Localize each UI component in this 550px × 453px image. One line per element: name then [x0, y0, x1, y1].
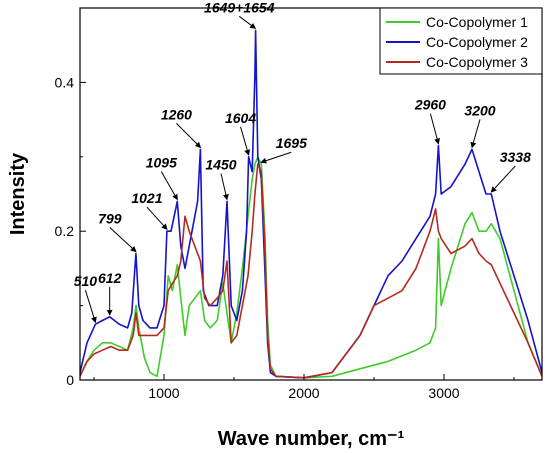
annotation-label: 2960 — [414, 97, 446, 113]
annotation-arrow — [109, 227, 137, 253]
x-axis: 1000 2000 3000 — [93, 374, 515, 401]
annotation-label: 3338 — [500, 149, 531, 165]
annotation-label: 1450 — [205, 156, 236, 172]
series-line-2 — [79, 29, 543, 379]
annotation-arrow — [220, 173, 229, 201]
annotation-label: 510 — [74, 273, 98, 289]
y-axis-title: Intensity — [7, 152, 29, 235]
annotation-label: 1021 — [131, 190, 162, 206]
annotation-label: 1604 — [225, 110, 256, 126]
series-line-3 — [79, 163, 543, 379]
annotation-arrow — [238, 15, 257, 29]
y-tick-label: 0.2 — [55, 223, 75, 239]
y-axis: 0 0.2 0.4 — [55, 74, 86, 388]
legend-label-2: Co-Copolymer 2 — [426, 34, 528, 50]
y-tick-label: 0 — [66, 372, 74, 388]
annotation-arrow — [146, 206, 168, 230]
y-tick-label: 0.4 — [55, 74, 75, 90]
annotation-label: 3200 — [464, 102, 495, 118]
annotation-label: 1260 — [161, 106, 192, 122]
annotation-label: 612 — [98, 270, 122, 286]
annotation-arrow — [490, 165, 516, 193]
annotation-arrow — [240, 126, 251, 156]
x-axis-title: Wave number, cm⁻¹ — [218, 428, 405, 450]
annotation-label: 1095 — [146, 154, 177, 170]
legend: Co-Copolymer 1 Co-Copolymer 2 Co-Copolymer… — [379, 7, 543, 75]
legend-label-1: Co-Copolymer 1 — [426, 14, 528, 30]
annotation-arrow — [84, 290, 97, 324]
annotation-arrow — [470, 119, 481, 149]
x-tick-label: 1000 — [148, 385, 179, 401]
series-layer — [79, 29, 543, 379]
annotation-label: 799 — [98, 211, 122, 227]
annotation-arrow — [260, 151, 292, 164]
annotation-label: 1695 — [276, 135, 307, 151]
annotation-arrow — [429, 113, 441, 145]
annotation-arrow — [176, 123, 202, 149]
series-line-1 — [79, 156, 543, 379]
annotation-arrow — [160, 171, 178, 201]
legend-label-3: Co-Copolymer 3 — [426, 54, 528, 70]
plot-frame — [79, 7, 543, 381]
x-tick-label: 2000 — [288, 385, 319, 401]
x-tick-label: 3000 — [428, 385, 459, 401]
